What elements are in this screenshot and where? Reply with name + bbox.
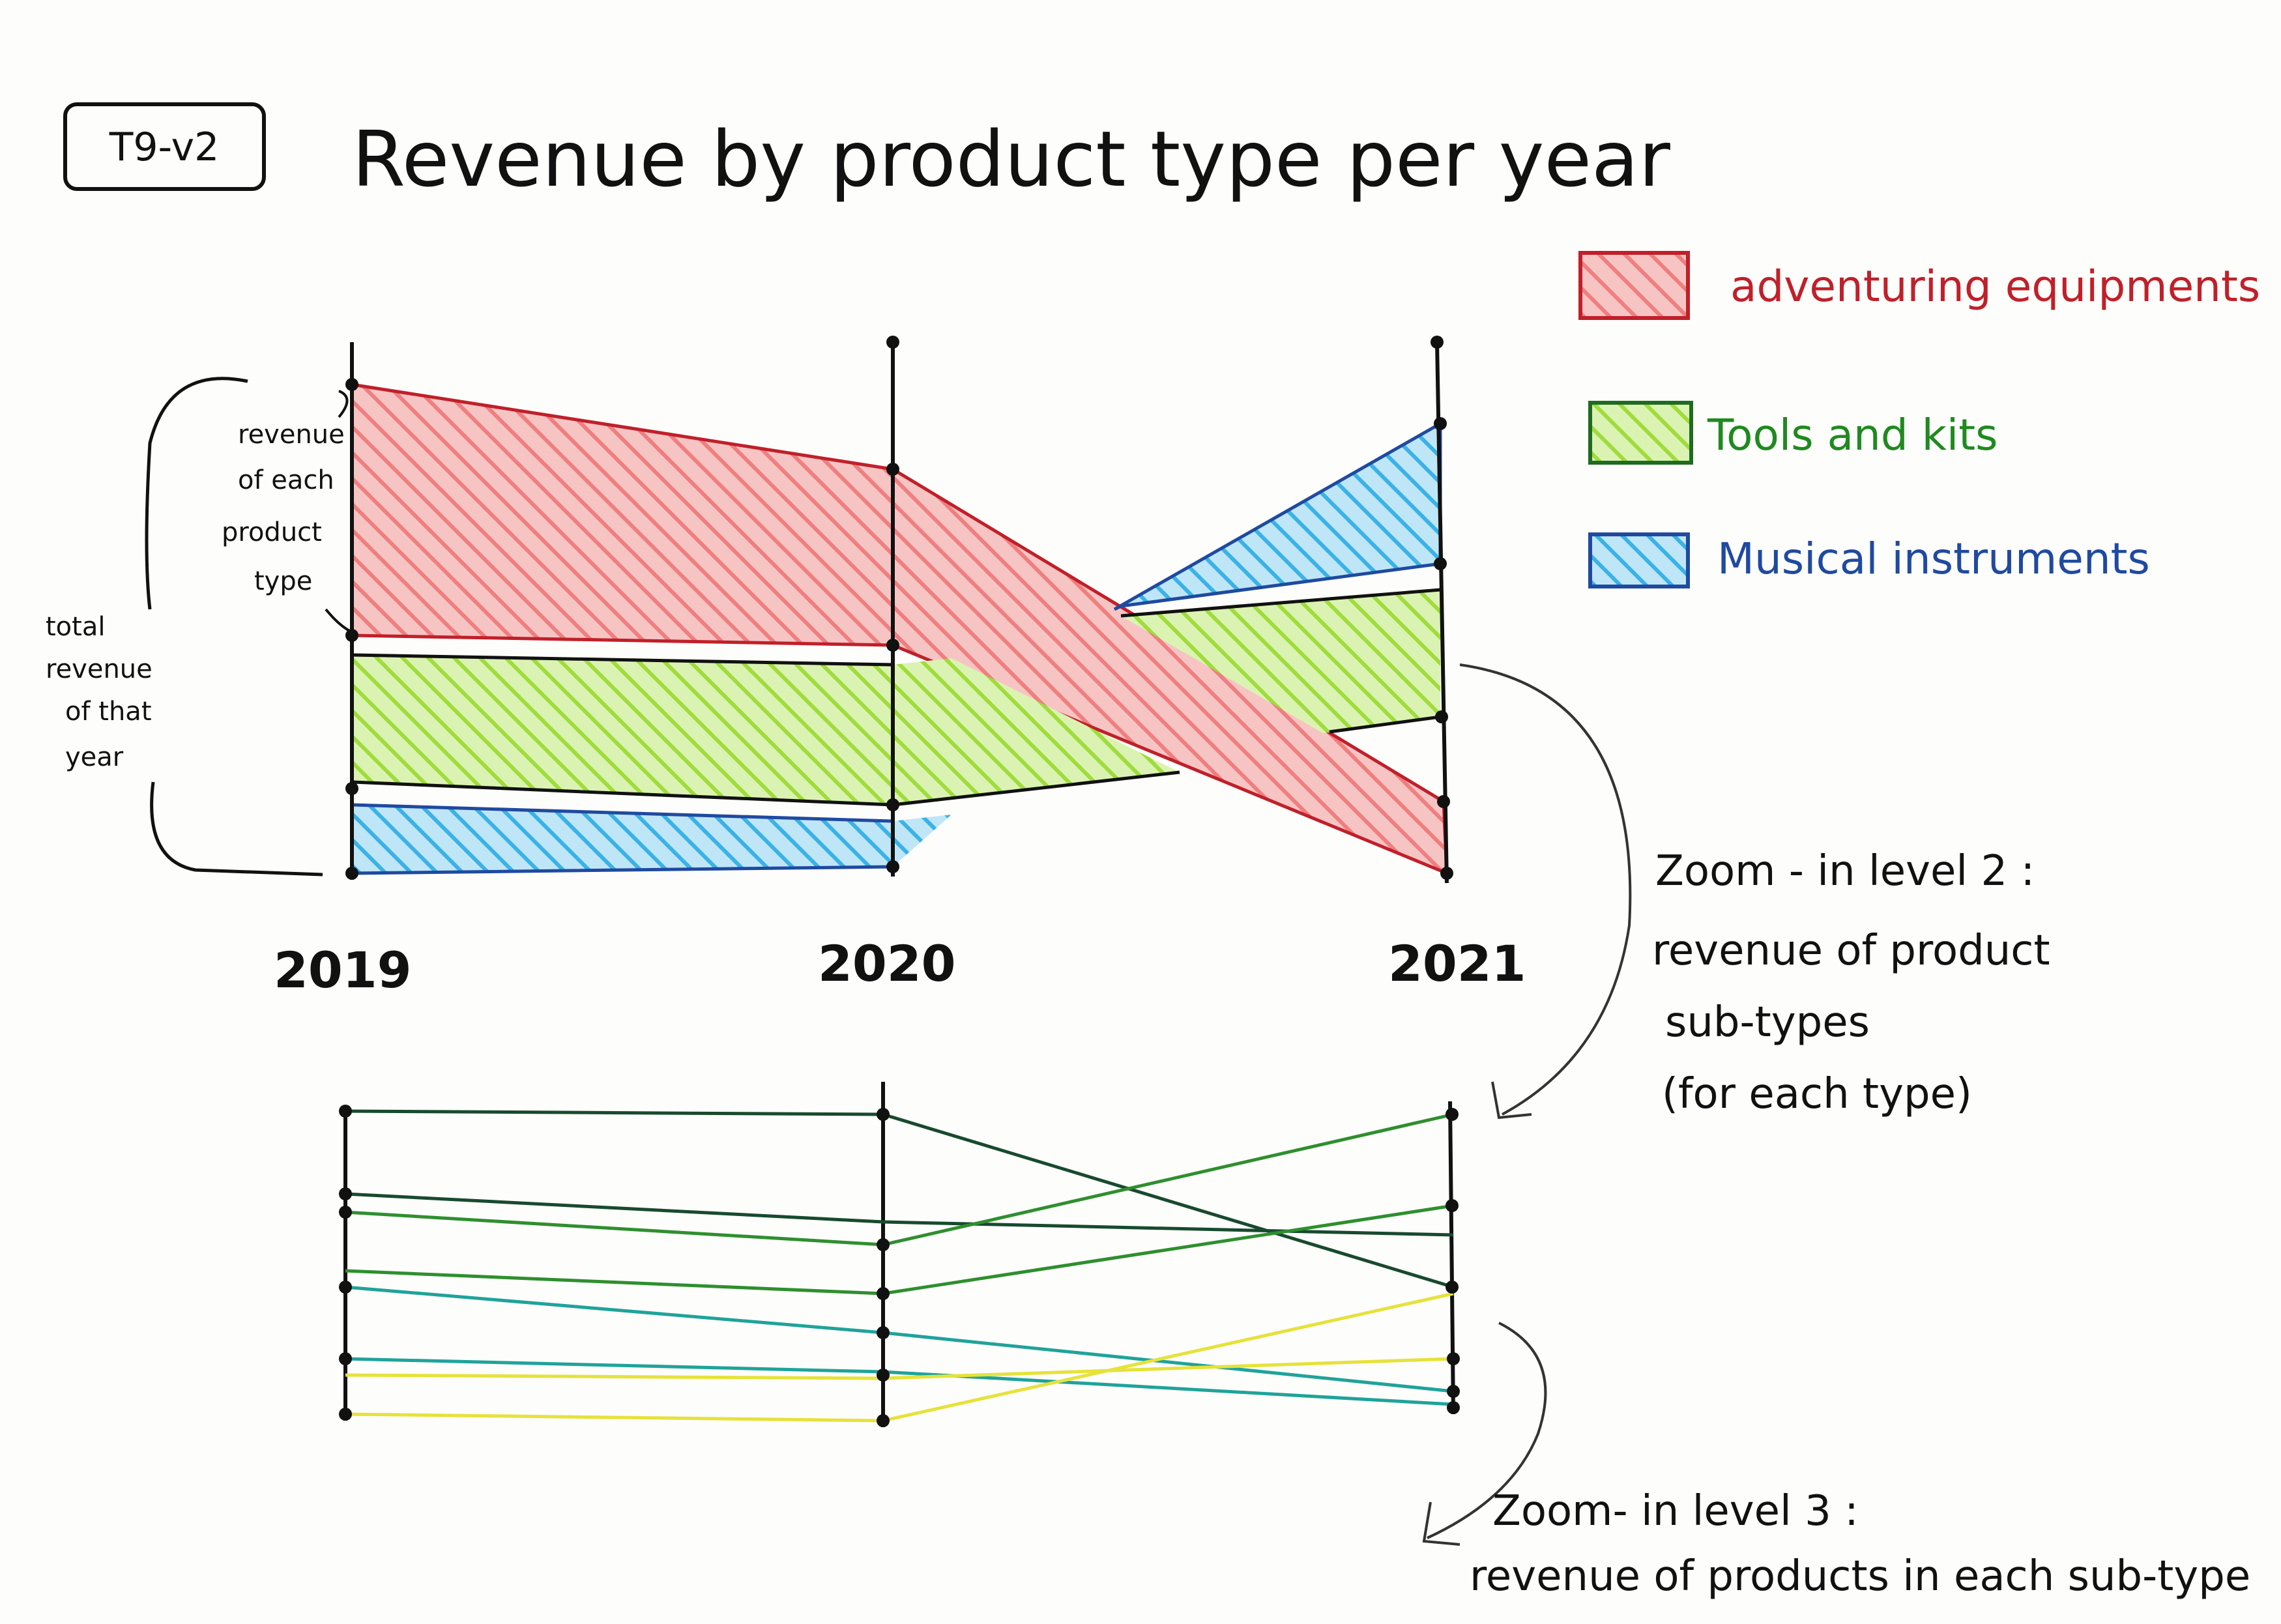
zoom2-line: Zoom - in level 2 : (1655, 847, 2035, 895)
axis-dot (1437, 795, 1450, 808)
zoom3-line: revenue of products in each sub-type (1470, 1552, 2250, 1601)
version-tag-box (63, 102, 266, 191)
axis-dot (345, 629, 358, 642)
axis-dot (886, 463, 899, 476)
axis-dot (877, 1108, 890, 1121)
subtype-line (345, 1112, 1454, 1247)
axis-dot (345, 782, 358, 795)
legend: adventuring equipments Tools and kits Mu… (1578, 251, 2260, 588)
annotation-line: of each (238, 465, 334, 495)
axis-dot (1440, 867, 1453, 880)
subtype-line (345, 1292, 1454, 1423)
zoom2-line: revenue of product (1652, 927, 2050, 975)
axis-dot (345, 867, 358, 880)
arrow-head-level3 (1422, 1501, 1460, 1546)
axis-dot (886, 336, 899, 349)
level2-chart (339, 1082, 1460, 1427)
title-area: T9-v2 Revenue by product type per year (63, 102, 1670, 204)
page-title: Revenue by product type per year (352, 114, 1670, 204)
annotation-line: revenue (238, 420, 345, 450)
legend-item-adventuring: adventuring equipments (1578, 251, 2260, 320)
year-label-2021: 2021 (1388, 935, 1526, 993)
axis-dot (886, 798, 899, 811)
year-label-2019: 2019 (274, 941, 412, 999)
axis-dot (339, 1281, 352, 1294)
axis-dot (877, 1414, 890, 1427)
band-adventuring-2019-2020 (350, 383, 895, 647)
axis-dot (1431, 336, 1444, 349)
axis-dot (1446, 1108, 1459, 1121)
band-tools-top-edge (1120, 588, 1441, 618)
annotation-line: revenue (46, 654, 153, 684)
zoom3-line: Zoom- in level 3 : (1492, 1487, 1859, 1535)
axis-dot (1446, 1199, 1459, 1212)
legend-item-musical: Musical instruments (1588, 532, 2150, 588)
band-tools-edge-2020 (892, 770, 1180, 807)
axis-dot (877, 1369, 890, 1382)
year-label-2020: 2020 (818, 935, 956, 993)
zoom-level3-note: Zoom- in level 3 : revenue of products i… (1470, 1487, 2250, 1601)
axis-dot (1447, 1352, 1460, 1365)
legend-label-musical: Musical instruments (1717, 534, 2150, 584)
axis-dot (1434, 557, 1447, 570)
axis-dot (339, 1352, 352, 1365)
annotation-line: type (254, 566, 312, 596)
axis-dot (886, 639, 899, 652)
arrow-to-level3 (1427, 1322, 1547, 1539)
band-tools-2020-2021-left (893, 658, 1180, 805)
legend-swatch-green (1588, 401, 1693, 465)
bracket-total-revenue (145, 377, 323, 877)
legend-swatch-blue (1588, 532, 1690, 588)
axis-dot (339, 1187, 352, 1200)
arrow-to-level2 (1459, 663, 1632, 1116)
legend-swatch-red (1578, 251, 1690, 320)
axis-dot (345, 378, 358, 391)
legend-item-tools: Tools and kits (1588, 401, 1998, 465)
band-tools-2020-2021-right (1121, 590, 1440, 733)
annotation-line: year (65, 742, 124, 772)
axis-2021 (1435, 341, 1449, 884)
band-tools-2019-2020 (350, 653, 895, 807)
band-musical-2020-tail (893, 815, 952, 867)
axis-dot (339, 1408, 352, 1421)
band-tools-bottom-edge (1329, 715, 1441, 734)
band-musical-2019-2020 (350, 803, 895, 875)
axis-dot (1447, 1385, 1460, 1398)
axis-dot (339, 1105, 352, 1118)
subtype-line (345, 1204, 1454, 1296)
axis-dot (1434, 417, 1447, 430)
axis-dot (886, 860, 899, 873)
axis-dot (1447, 1401, 1460, 1414)
annotation-total-revenue: total revenue of that year (46, 377, 323, 877)
zoom-level2-note: Zoom - in level 2 : revenue of product s… (1652, 847, 2050, 1118)
legend-label-tools: Tools and kits (1707, 410, 1998, 460)
version-tag: T9-v2 (109, 124, 220, 170)
bracket-revenue-each-type (325, 390, 353, 633)
axis-dot (1435, 710, 1448, 723)
axis-dot (877, 1287, 890, 1300)
axis-dot (877, 1326, 890, 1339)
axis-dot (339, 1206, 352, 1219)
axis-dot (1446, 1281, 1459, 1294)
zoom2-line: sub-types (1665, 998, 1870, 1047)
annotation-line: of that (65, 697, 152, 727)
subtype-line (345, 1109, 1454, 1289)
subtype-line (345, 1192, 1454, 1237)
level2-axis-2021 (1448, 1101, 1455, 1415)
arrow-head-level2 (1491, 1081, 1532, 1120)
level1-chart: 2019 2020 2021 (274, 336, 1526, 999)
legend-label-adventuring: adventuring equipments (1730, 261, 2260, 312)
zoom2-line: (for each type) (1662, 1070, 1972, 1118)
axis-dot (877, 1238, 890, 1251)
band-musical-2021 (1113, 420, 1442, 611)
annotation-revenue-each-type: revenue of each product type (222, 390, 353, 633)
annotation-line: total (46, 612, 105, 642)
annotation-line: product (222, 517, 322, 547)
